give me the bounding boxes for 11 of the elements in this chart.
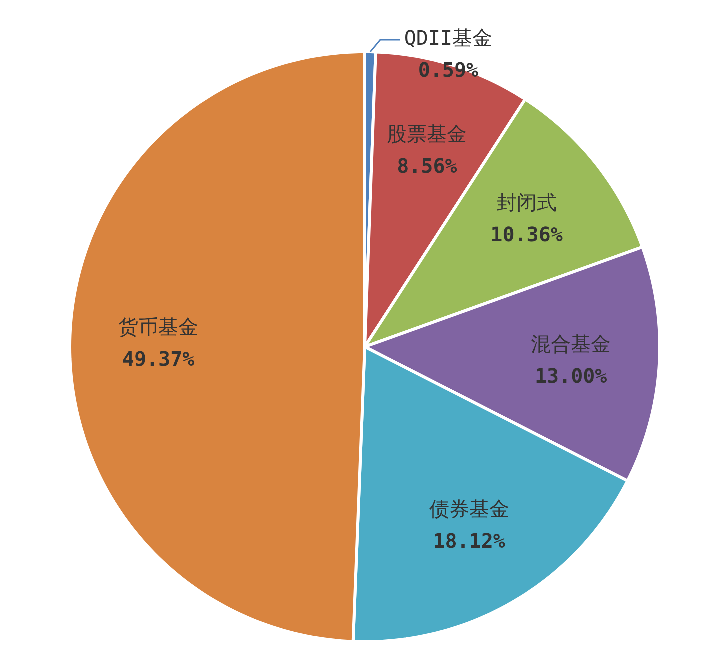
data-label: 10.36% xyxy=(490,222,563,247)
data-label: 18.12% xyxy=(433,529,506,554)
slice-label: 混合基金 xyxy=(531,332,612,356)
slice-label: 货币基金 xyxy=(118,314,199,339)
data-label: 13.00% xyxy=(534,364,608,388)
slice-label: QDII基金 xyxy=(404,26,493,50)
data-label: 49.37% xyxy=(122,346,195,371)
slice-label: 股票基金 xyxy=(387,122,468,146)
slice-label: 债券基金 xyxy=(429,497,510,522)
slice-label: 封闭式 xyxy=(496,190,557,215)
data-label: 8.56% xyxy=(397,154,458,178)
